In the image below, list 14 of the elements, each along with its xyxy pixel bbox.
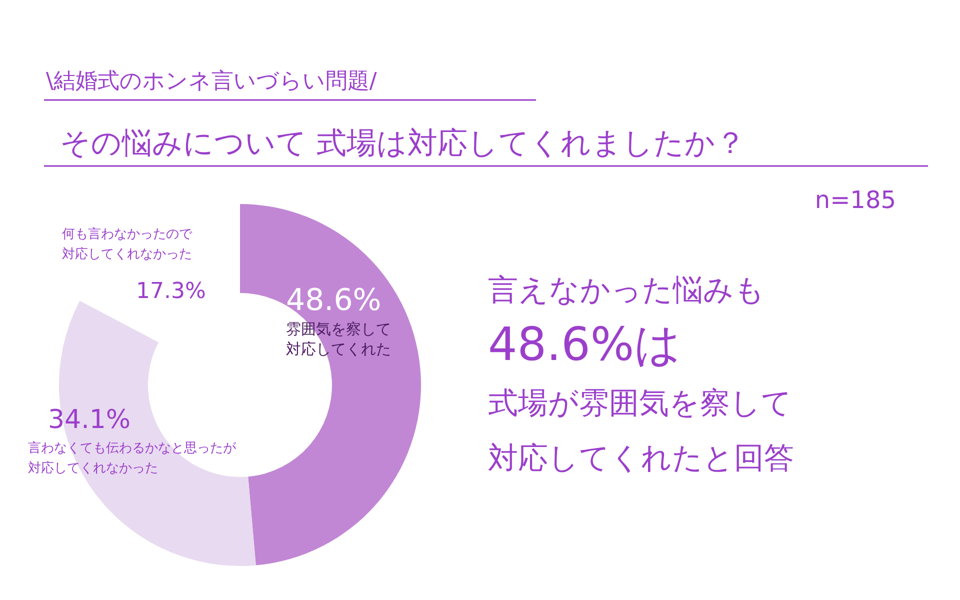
donut-slice (240, 204, 421, 566)
text: 48.6%は (488, 317, 682, 371)
data-label: 34.1% (48, 405, 131, 435)
slice-label: 何も言わなかったので対応してくれなかった (62, 226, 193, 262)
text: 式場が雰囲気を察して (488, 386, 792, 421)
slice-label: 雰囲気を察して対応してくれた (286, 320, 391, 358)
chart-title: その悩みについて 式場は対応してくれましたか？ (60, 126, 746, 161)
data-label: 17.3% (136, 279, 206, 304)
chart-subtitle: \結婚式のホンネ言いづらい問題/ (46, 69, 378, 94)
data-label: 48.6% (286, 283, 382, 318)
text: n=185 (814, 186, 896, 214)
text: 言えなかった悩みも (488, 273, 765, 308)
text: 対応してくれたと回答 (488, 441, 794, 476)
slice-label: 言わなくても伝わるかなと思ったが対応してくれなかった (28, 440, 237, 476)
